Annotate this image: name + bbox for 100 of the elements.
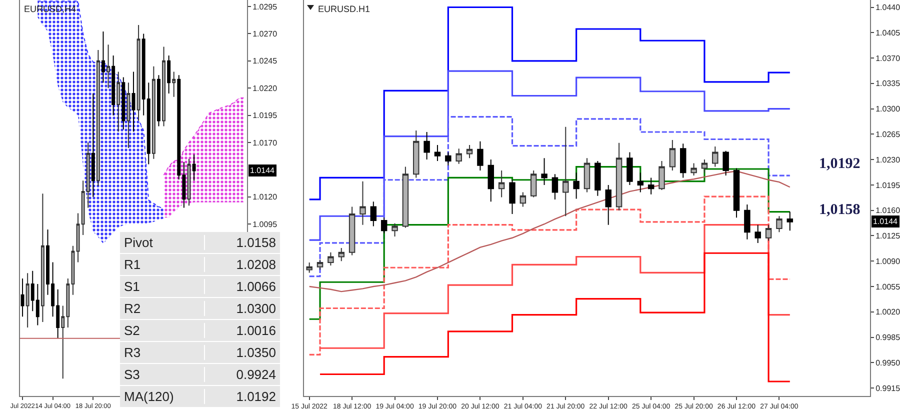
category-label: R3	[120, 345, 205, 360]
text: 1.0350	[236, 345, 276, 360]
y-tick-label: 1.0220	[252, 84, 278, 93]
category-label: S1	[120, 279, 205, 294]
candlestick	[102, 31, 105, 84]
candlestick	[122, 76, 126, 130]
candlestick	[96, 50, 100, 187]
candlestick	[106, 44, 110, 89]
candlestick	[552, 174, 558, 200]
text: 1.0208	[236, 257, 276, 272]
candlestick	[132, 71, 136, 132]
y-tick-label: 1.0090	[876, 256, 900, 266]
candlestick	[680, 143, 686, 178]
y-tick-label: 1.0055	[876, 282, 900, 292]
candlestick	[669, 139, 676, 171]
candlestick	[530, 170, 537, 198]
candlestick	[626, 152, 633, 186]
candlestick	[91, 93, 95, 198]
category-label: Pivot	[120, 235, 205, 250]
y-tick-label: 1.0440	[876, 3, 900, 12]
candlestick	[348, 206, 356, 256]
y-tick-label: 1.0120	[252, 192, 278, 202]
candlestick	[712, 146, 718, 168]
text: 0.9924	[236, 367, 276, 382]
y-tick-label: 0.9950	[876, 358, 900, 368]
y-tick-label: 1.0405	[876, 28, 900, 38]
candlestick	[754, 224, 761, 244]
candlestick	[616, 142, 622, 211]
category-label: R2	[120, 301, 205, 316]
y-tick-label: 1.0095	[252, 220, 278, 229]
candlestick	[594, 160, 601, 196]
candlestick	[648, 177, 654, 195]
candlestick	[498, 170, 505, 198]
candlestick	[445, 152, 452, 166]
candlestick	[701, 159, 708, 174]
y-tick-label: 1.0230	[876, 155, 900, 164]
y-tick-label: 1.0195	[252, 111, 278, 120]
candlestick	[520, 192, 526, 208]
candlestick	[370, 201, 377, 227]
text: 1.0192	[236, 389, 276, 404]
candlestick	[466, 144, 473, 159]
candlestick	[573, 172, 580, 200]
candlestick	[637, 172, 644, 193]
y-tick-label: 1.0245	[252, 56, 278, 66]
candlestick	[20, 278, 24, 318]
y-tick-label: 1.0300	[876, 104, 900, 114]
y-tick-label: 1.0170	[252, 138, 278, 148]
candlestick	[172, 71, 176, 98]
candlestick	[605, 184, 612, 226]
annotation: 1.0144	[250, 166, 276, 175]
candlestick	[562, 126, 569, 217]
candlestick	[424, 132, 430, 160]
y-tick-label: 0.9985	[876, 333, 900, 342]
candlestick	[360, 180, 366, 226]
candlestick	[112, 54, 116, 116]
annotation: 1.0144	[873, 217, 898, 226]
candlestick	[509, 179, 516, 214]
candlestick	[658, 160, 665, 191]
candlestick	[541, 158, 548, 186]
candlestick	[456, 148, 462, 164]
candlestick	[152, 66, 156, 160]
candlestick	[722, 150, 729, 176]
candlestick	[786, 211, 794, 232]
candlestick	[156, 74, 160, 127]
candlestick	[162, 46, 166, 127]
annotation: 1,0192	[819, 156, 860, 172]
y-tick-label: 1.0270	[252, 30, 278, 39]
candlestick	[338, 248, 344, 262]
candlestick	[402, 166, 409, 228]
annotation: 1,0158	[819, 202, 860, 218]
category-label: R1	[120, 257, 205, 272]
y-tick-label: 0.9915	[876, 384, 900, 393]
candlestick	[192, 154, 196, 182]
candlestick	[26, 272, 30, 328]
category-label: S3	[120, 367, 205, 382]
line-series	[308, 170, 791, 292]
category-label: S2	[120, 323, 205, 338]
candlestick	[116, 71, 120, 132]
text: 1.0158	[236, 235, 276, 250]
candlestick	[584, 158, 590, 193]
y-tick-label: 1.0160	[876, 206, 900, 216]
y-tick-label: 1.0295	[252, 2, 278, 12]
candlestick	[328, 252, 334, 266]
text: 1.0016	[236, 323, 276, 338]
candlestick	[40, 193, 44, 323]
candlestick	[488, 159, 494, 202]
candlestick	[392, 222, 398, 237]
y-tick-label: 1.0125	[876, 232, 900, 241]
candlestick	[413, 130, 420, 178]
candlestick	[477, 140, 484, 171]
candlestick	[316, 259, 324, 270]
chart-title: EURUSD.H1	[318, 4, 370, 14]
candlestick	[690, 162, 697, 176]
candlestick	[380, 217, 388, 234]
candlestick	[733, 168, 740, 218]
y-tick-label: 1.0335	[876, 79, 900, 88]
candlestick	[187, 158, 191, 206]
candlestick	[306, 262, 312, 274]
text: 1.0066	[236, 279, 276, 294]
y-tick-label: 1.0370	[876, 54, 900, 63]
